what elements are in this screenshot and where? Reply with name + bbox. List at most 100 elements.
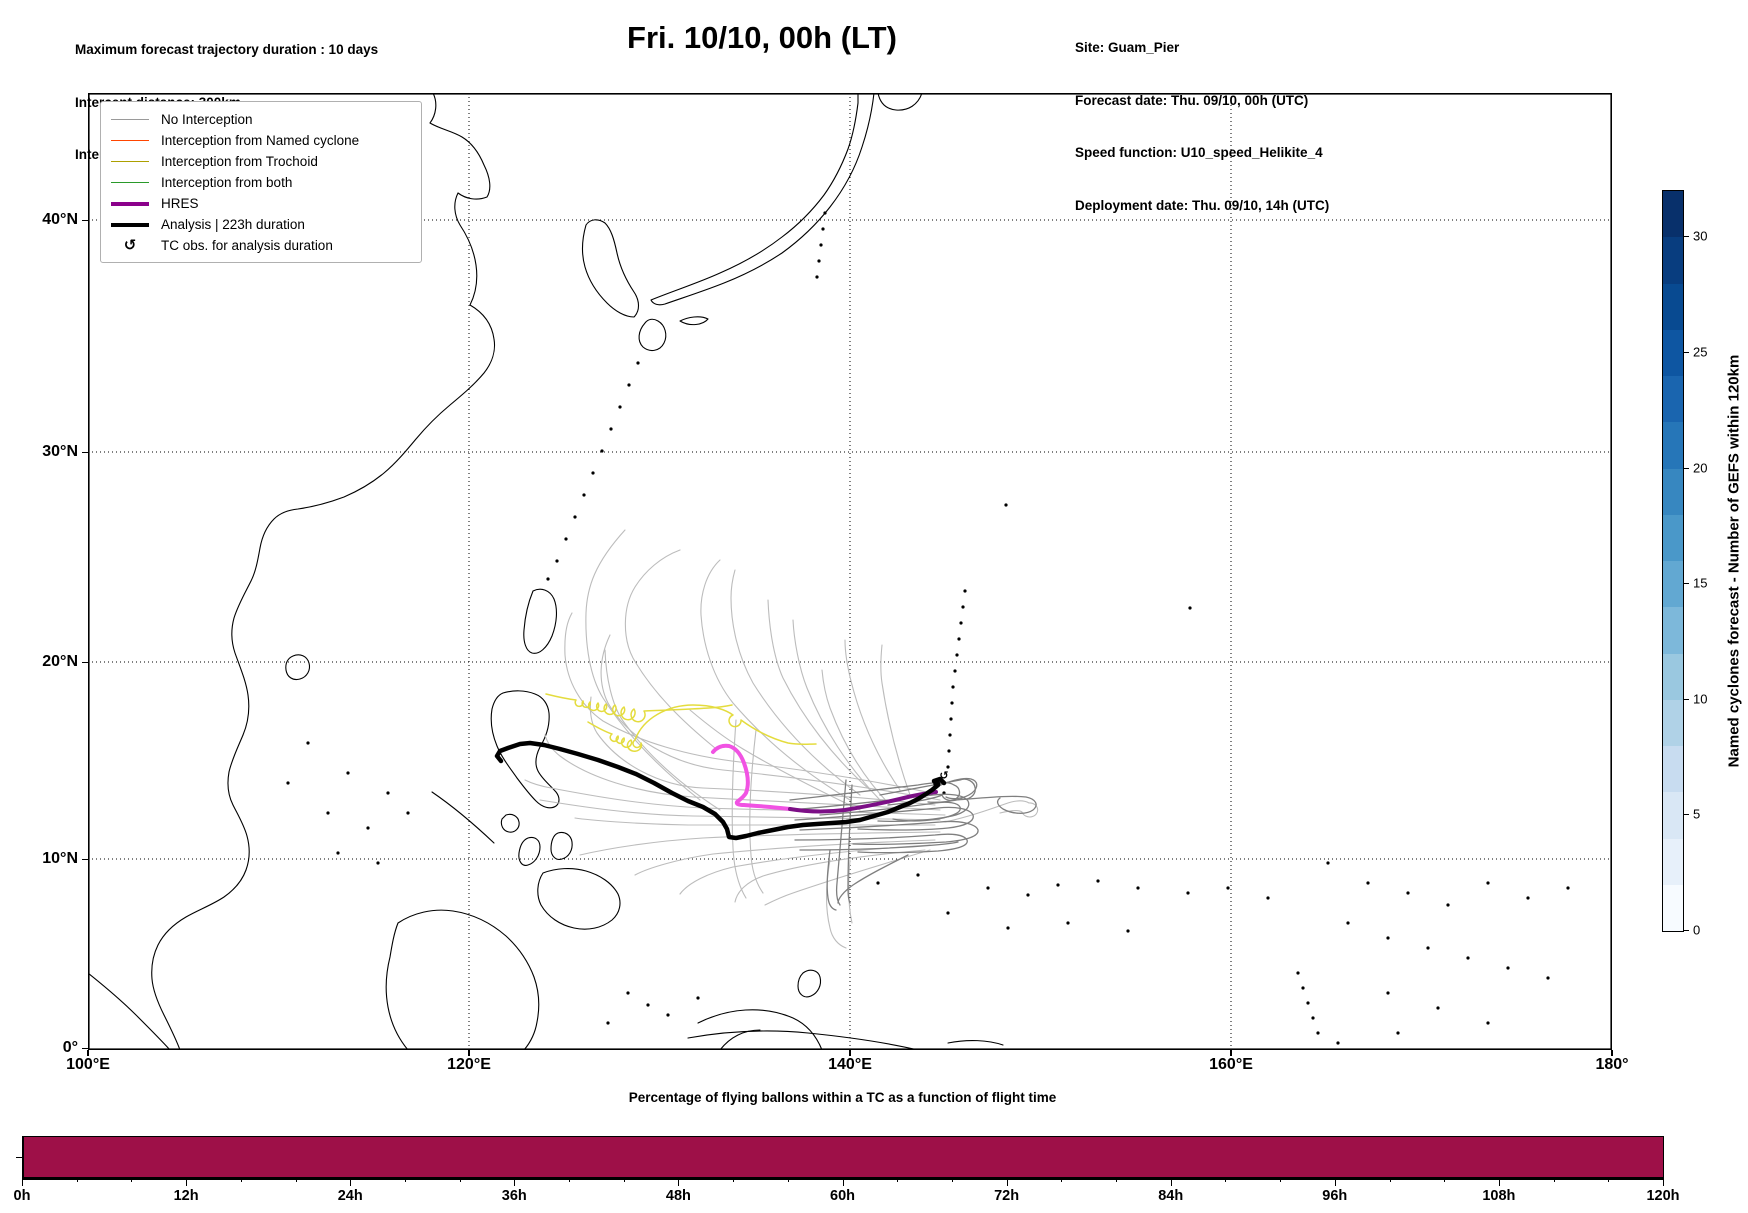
y-axis-label: 40°N	[42, 211, 78, 228]
colorbar-segment	[1663, 561, 1683, 608]
colorbar-tick	[1684, 236, 1689, 238]
colorbar-segment	[1663, 468, 1683, 515]
island-dot	[916, 873, 920, 877]
colorbar-tick-label: 0	[1693, 922, 1701, 938]
island-dot	[950, 701, 954, 705]
trajectory-trochoid	[587, 704, 817, 752]
coastline	[550, 831, 573, 860]
island-dot	[1566, 886, 1570, 890]
legend-label: Interception from both	[161, 175, 293, 190]
trajectory-hres-bright	[711, 743, 792, 811]
trajectory-cluster	[826, 849, 837, 911]
island-dot	[1396, 1031, 1400, 1035]
island-dot	[646, 1003, 650, 1007]
legend-line-swatch	[111, 161, 149, 162]
legend-item: Analysis | 223h duration	[111, 214, 411, 235]
island-dot	[1366, 881, 1370, 885]
island-dot	[609, 427, 613, 431]
bottom-minor-tick	[1553, 1178, 1555, 1182]
island-dot	[1326, 861, 1330, 865]
island-dot	[1486, 1021, 1490, 1025]
bottom-tick-label: 24h	[337, 1188, 363, 1204]
island-dot	[1296, 971, 1300, 975]
bottom-tick-label: 0h	[13, 1188, 31, 1204]
island-dot	[953, 669, 957, 673]
colorbar	[1662, 190, 1684, 932]
bottom-tick-label: 120h	[1646, 1188, 1680, 1204]
island-dot	[957, 637, 961, 641]
colorbar-segment	[1663, 792, 1683, 839]
bottom-minor-tick	[76, 1178, 78, 1182]
bottom-minor-tick	[569, 1178, 570, 1182]
island-dot	[963, 589, 967, 593]
trajectory-no-interception	[749, 729, 764, 894]
percentage-bar	[23, 1136, 1664, 1178]
coastline	[719, 1029, 761, 1050]
bottom-minor-tick	[240, 1178, 242, 1182]
trajectory-no-interception	[604, 649, 721, 811]
colorbar-tick	[1684, 930, 1689, 931]
island-dot	[946, 911, 950, 915]
island-dot	[1188, 606, 1192, 610]
colorbar-segment	[1663, 237, 1683, 284]
bottom-minor-tick	[1280, 1178, 1282, 1182]
trajectory-cluster	[954, 795, 1037, 814]
x-axis-tick	[1611, 1050, 1613, 1056]
island-dot	[1466, 956, 1470, 960]
x-axis-label: 160°E	[1209, 1056, 1253, 1073]
island-dot	[1186, 891, 1190, 895]
colorbar-segment	[1663, 607, 1683, 654]
colorbar-tick-label: 25	[1693, 344, 1708, 360]
island-dot	[1266, 896, 1270, 900]
tc-obs-marker-icon: ↺	[111, 238, 149, 253]
trajectory-cluster	[794, 833, 968, 854]
bottom-major-tick	[1498, 1178, 1500, 1186]
island-dot	[821, 227, 825, 231]
bottom-major-tick	[514, 1178, 516, 1186]
map-border	[88, 93, 1612, 1050]
trajectory-cluster	[837, 854, 909, 904]
bottom-minor-tick	[733, 1178, 735, 1182]
island-dot	[959, 621, 963, 625]
island-dot	[946, 765, 950, 769]
y-axis-tick	[82, 219, 88, 221]
island-dot	[573, 515, 577, 519]
legend-item: No Interception	[111, 109, 411, 130]
coastline	[877, 93, 923, 111]
coastline	[947, 1040, 1004, 1046]
colorbar-tick-label: 10	[1693, 691, 1708, 707]
tc-obs-marker: ↺	[932, 779, 941, 791]
coastline	[285, 654, 311, 681]
island-dot	[1126, 929, 1130, 933]
forecast-date-text: Forecast date: Thu. 09/10, 00h (UTC)	[1075, 92, 1309, 108]
trajectory-no-interception	[700, 559, 851, 801]
colorbar-segment	[1663, 884, 1683, 931]
coastline	[638, 318, 667, 352]
coastline	[88, 972, 171, 1050]
y-axis-label: 30°N	[42, 443, 78, 460]
island-dot	[986, 886, 990, 890]
bottom-minor-tick	[295, 1178, 297, 1182]
header-right-info: Site: Guam_Pier Forecast date: Thu. 09/1…	[1075, 4, 1329, 249]
bottom-minor-tick	[1116, 1178, 1117, 1182]
island-dot	[600, 449, 604, 453]
legend-line	[111, 140, 149, 141]
legend-line	[111, 201, 149, 206]
coastline	[385, 909, 540, 1050]
colorbar-segment	[1663, 422, 1683, 469]
island-dot	[1066, 921, 1070, 925]
island-dot	[1486, 881, 1490, 885]
trajectory-no-interception	[585, 529, 701, 801]
legend-line	[111, 119, 149, 120]
island-dot	[386, 791, 390, 795]
y-axis-label: 10°N	[42, 850, 78, 867]
y-axis-label: 0°	[62, 1039, 78, 1056]
map-plot-area: ↺ ↺	[88, 93, 1612, 1050]
island-dot	[876, 881, 880, 885]
island-dot	[1346, 921, 1350, 925]
island-dot	[1506, 966, 1510, 970]
colorbar-tick	[1684, 467, 1689, 469]
island-dot	[823, 211, 827, 215]
island-dot	[817, 259, 821, 263]
